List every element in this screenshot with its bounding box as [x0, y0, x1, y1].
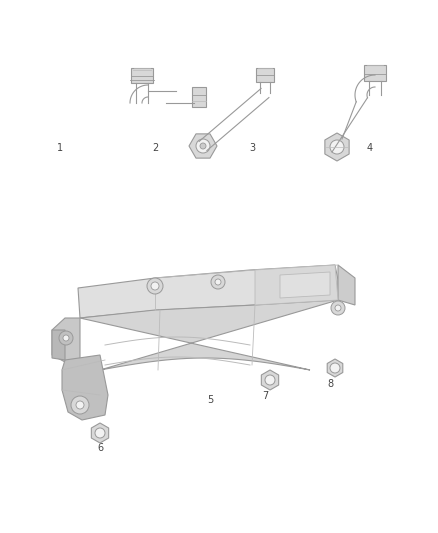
Polygon shape — [261, 370, 279, 390]
Polygon shape — [62, 355, 108, 420]
Circle shape — [59, 331, 73, 345]
Circle shape — [151, 282, 159, 290]
Polygon shape — [52, 330, 65, 360]
Circle shape — [196, 139, 210, 153]
Text: 8: 8 — [327, 379, 333, 389]
Polygon shape — [327, 359, 343, 377]
Polygon shape — [92, 423, 109, 443]
Polygon shape — [189, 134, 217, 158]
Text: 2: 2 — [152, 143, 158, 153]
Polygon shape — [325, 133, 349, 161]
Bar — [192, 87, 206, 107]
Text: 6: 6 — [97, 443, 103, 453]
Circle shape — [331, 301, 345, 315]
Circle shape — [211, 275, 225, 289]
Text: 3: 3 — [249, 143, 255, 153]
Circle shape — [215, 279, 221, 285]
Circle shape — [265, 375, 275, 385]
Bar — [131, 68, 153, 83]
Circle shape — [335, 305, 341, 311]
Text: 4: 4 — [367, 143, 373, 153]
Circle shape — [63, 335, 69, 341]
Polygon shape — [338, 265, 355, 305]
Text: 1: 1 — [57, 143, 63, 153]
Circle shape — [200, 143, 206, 149]
Polygon shape — [52, 318, 80, 362]
Polygon shape — [80, 300, 338, 370]
Text: 7: 7 — [262, 391, 268, 401]
Polygon shape — [280, 272, 330, 298]
Polygon shape — [255, 265, 338, 305]
Circle shape — [147, 278, 163, 294]
Circle shape — [76, 401, 84, 409]
Polygon shape — [78, 265, 338, 318]
Bar — [364, 65, 386, 81]
Bar — [256, 68, 274, 82]
Text: 5: 5 — [207, 395, 213, 405]
Circle shape — [330, 140, 344, 154]
Circle shape — [71, 396, 89, 414]
Circle shape — [95, 428, 105, 438]
Circle shape — [330, 363, 340, 373]
